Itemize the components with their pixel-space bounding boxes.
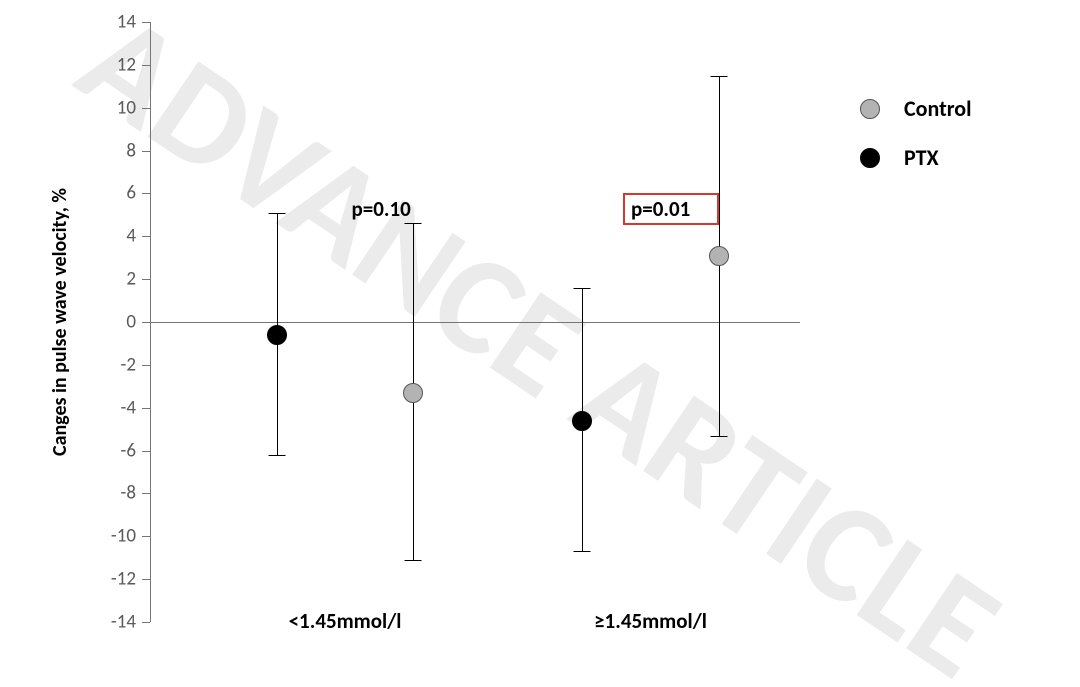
y-tick-label: 14 xyxy=(96,11,136,34)
y-tick xyxy=(142,22,150,23)
error-cap xyxy=(574,288,591,289)
y-tick-label: 4 xyxy=(96,225,136,248)
y-tick xyxy=(142,279,150,280)
legend-label: PTX xyxy=(904,144,939,171)
legend-item: PTX xyxy=(860,144,971,171)
y-tick xyxy=(142,365,150,366)
y-tick-label: 0 xyxy=(96,311,136,334)
y-tick-label: -14 xyxy=(96,611,136,634)
y-tick-label: -8 xyxy=(96,482,136,505)
error-cap xyxy=(405,560,422,561)
error-cap xyxy=(268,455,285,456)
y-tick xyxy=(142,622,150,623)
x-axis-zero-line xyxy=(150,322,800,323)
y-tick-label: 8 xyxy=(96,139,136,162)
errorbar-chart: 14121086420-2-4-6-8-10-12-14<1.45mmol/l≥… xyxy=(150,22,800,622)
data-point-ptx xyxy=(267,325,287,345)
p-value-highlight-box xyxy=(623,193,719,226)
error-cap xyxy=(710,436,727,437)
y-tick xyxy=(142,108,150,109)
y-tick-label: 6 xyxy=(96,182,136,205)
legend-label: Control xyxy=(904,95,971,122)
y-tick-label: -12 xyxy=(96,568,136,591)
y-axis-title: Canges in pulse wave velocity, % xyxy=(48,188,72,456)
data-point-control xyxy=(709,246,729,266)
y-tick xyxy=(142,193,150,194)
error-cap xyxy=(710,76,727,77)
y-tick xyxy=(142,322,150,323)
y-tick-label: 2 xyxy=(96,268,136,291)
y-tick-label: -2 xyxy=(96,353,136,376)
data-point-ptx xyxy=(572,411,592,431)
data-point-control xyxy=(403,383,423,403)
error-cap xyxy=(574,551,591,552)
y-tick xyxy=(142,65,150,66)
y-tick-label: -4 xyxy=(96,396,136,419)
y-tick xyxy=(142,493,150,494)
legend-marker-icon xyxy=(860,99,880,119)
error-cap xyxy=(405,223,422,224)
legend-item: Control xyxy=(860,95,971,122)
p-value-label: p=0.10 xyxy=(352,196,411,222)
y-tick xyxy=(142,451,150,452)
y-tick-label: 10 xyxy=(96,96,136,119)
y-tick-label: -10 xyxy=(96,525,136,548)
plot-area: 14121086420-2-4-6-8-10-12-14<1.45mmol/l≥… xyxy=(150,22,800,622)
error-cap xyxy=(268,213,285,214)
y-tick xyxy=(142,151,150,152)
x-category-label: <1.45mmol/l xyxy=(289,608,402,634)
y-tick-label: -6 xyxy=(96,439,136,462)
y-tick xyxy=(142,579,150,580)
x-category-label: ≥1.45mmol/l xyxy=(594,608,707,634)
legend: Control PTX xyxy=(860,95,971,193)
legend-marker-icon xyxy=(860,148,880,168)
y-tick xyxy=(142,536,150,537)
y-tick-label: 12 xyxy=(96,53,136,76)
y-tick xyxy=(142,236,150,237)
y-tick xyxy=(142,408,150,409)
